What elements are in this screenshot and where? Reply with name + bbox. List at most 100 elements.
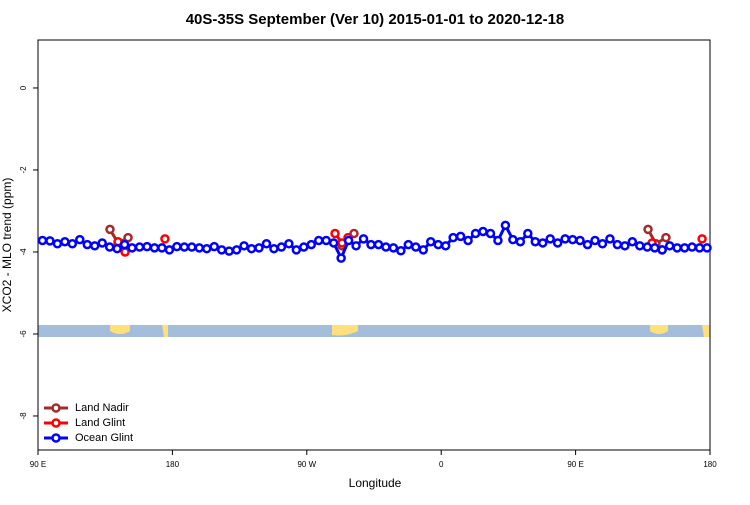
point	[269, 243, 279, 254]
y-tick-label: -8	[19, 412, 28, 420]
point	[687, 242, 697, 252]
point	[306, 239, 317, 250]
point	[254, 243, 264, 253]
point	[82, 239, 93, 250]
point	[515, 236, 526, 247]
legend-marker	[51, 403, 61, 413]
point	[157, 243, 167, 253]
x-tick-label: 90 E	[567, 460, 583, 469]
point	[119, 239, 130, 250]
point	[582, 239, 593, 250]
point	[567, 234, 578, 245]
point	[605, 234, 615, 244]
point	[702, 243, 712, 253]
x-tick-label: 90 W	[297, 460, 316, 469]
y-tick-label: 0	[19, 85, 28, 90]
point	[112, 243, 122, 254]
point	[657, 245, 667, 255]
point	[478, 226, 488, 237]
point	[160, 234, 170, 244]
point	[679, 243, 690, 253]
point	[523, 228, 533, 239]
point	[545, 234, 555, 244]
point	[187, 242, 197, 252]
point	[216, 245, 227, 255]
x-axis-label: Longitude	[349, 476, 402, 490]
point	[97, 238, 107, 248]
point	[209, 241, 219, 252]
point	[321, 235, 331, 246]
y-tick-label: -6	[19, 330, 28, 338]
y-tick-label: -2	[19, 166, 28, 174]
chart-title: 40S-35S September (Ver 10) 2015-01-01 to…	[186, 11, 565, 28]
point	[508, 234, 518, 245]
land-strip	[38, 325, 710, 337]
point	[104, 242, 115, 252]
point	[455, 231, 466, 242]
point	[194, 243, 205, 253]
point	[52, 239, 63, 249]
point	[396, 245, 406, 256]
point	[224, 246, 234, 256]
point	[366, 239, 376, 250]
point	[642, 242, 653, 252]
point	[313, 235, 324, 246]
point	[201, 243, 212, 254]
point	[463, 235, 473, 246]
x-tick-label: 0	[439, 460, 444, 469]
point	[127, 243, 137, 253]
point	[75, 234, 85, 245]
point	[239, 241, 249, 251]
point	[261, 239, 272, 249]
point	[552, 238, 563, 248]
point	[284, 239, 294, 249]
point	[67, 239, 78, 249]
point	[448, 232, 458, 243]
point	[388, 243, 399, 253]
point	[45, 236, 55, 246]
point	[246, 243, 257, 254]
point	[440, 241, 451, 251]
point	[120, 247, 130, 257]
point	[530, 236, 541, 247]
legend-label: Land Nadir	[75, 402, 129, 414]
point	[649, 243, 660, 253]
legend-marker	[51, 418, 61, 428]
point	[560, 234, 570, 244]
point	[291, 245, 302, 255]
point	[493, 235, 503, 246]
point	[179, 242, 190, 252]
x-tick-label: 180	[166, 460, 180, 469]
point	[134, 242, 145, 252]
point	[425, 236, 436, 247]
point	[231, 245, 242, 255]
point	[276, 242, 287, 252]
point	[470, 228, 481, 239]
point	[485, 228, 496, 239]
point	[627, 236, 638, 247]
point	[590, 235, 600, 246]
point	[411, 242, 421, 252]
point	[336, 253, 346, 263]
point	[164, 245, 175, 255]
legend: Land Nadir Land Glint Ocean Glint	[44, 402, 133, 444]
point	[403, 239, 414, 250]
point	[575, 235, 585, 246]
point	[418, 245, 429, 255]
point	[433, 239, 443, 250]
point	[328, 238, 339, 248]
point	[343, 235, 354, 246]
point	[537, 238, 548, 248]
point	[643, 224, 653, 235]
legend-label: Land Glint	[75, 417, 125, 429]
point	[694, 243, 705, 253]
legend-marker	[51, 433, 61, 443]
point	[142, 241, 152, 252]
y-axis-label: XCO2 - MLO trend (ppm)	[0, 178, 14, 313]
point	[620, 241, 630, 251]
legend-label: Ocean Glint	[75, 432, 133, 444]
point	[349, 228, 359, 239]
point	[299, 242, 309, 252]
point	[149, 243, 160, 253]
